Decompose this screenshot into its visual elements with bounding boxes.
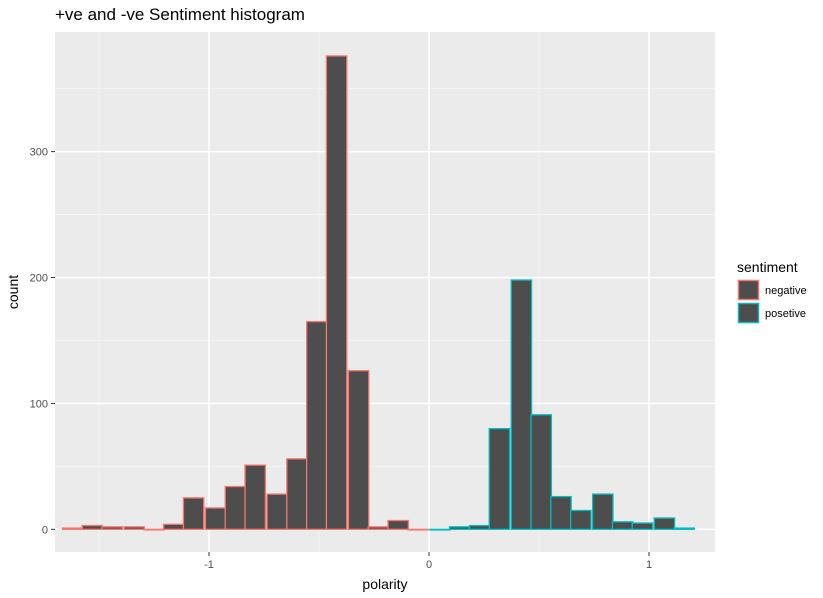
legend-label: negative xyxy=(765,285,807,297)
histogram-bar-negative xyxy=(325,55,348,530)
histogram-bar-posetive xyxy=(429,528,451,531)
histogram-bar-negative xyxy=(367,526,390,530)
histogram-bar-posetive xyxy=(550,495,572,530)
x-tick-label: 0 xyxy=(426,559,432,571)
histogram-bar-negative xyxy=(182,497,205,530)
y-axis-title: count xyxy=(5,275,21,309)
histogram-bar-negative xyxy=(286,458,308,530)
histogram-bar-negative xyxy=(387,519,410,530)
histogram-bar-posetive xyxy=(510,279,533,530)
y-tick-label: 300 xyxy=(30,147,48,159)
histogram-bar-negative xyxy=(244,464,267,530)
histogram-bar-posetive xyxy=(468,524,491,530)
histogram-bar-posetive xyxy=(569,509,592,530)
histogram-bar-negative xyxy=(266,493,289,530)
histogram-bar-negative xyxy=(204,507,227,530)
histogram-bar-posetive xyxy=(591,493,614,530)
histogram-bar-posetive xyxy=(611,521,634,530)
legend-items: negative posetive xyxy=(737,279,807,324)
histogram-bar-negative xyxy=(101,526,124,530)
y-tick-label: 200 xyxy=(30,273,48,285)
x-axis-ticks: -1 0 1 xyxy=(204,552,652,571)
chart-title: +ve and -ve Sentiment histogram xyxy=(55,5,305,24)
histogram-bar-posetive xyxy=(631,522,654,530)
y-tick-label: 100 xyxy=(30,398,48,410)
legend-swatch-posetive xyxy=(737,302,760,324)
legend-swatch-negative xyxy=(737,279,760,301)
histogram-bar-posetive xyxy=(653,517,676,530)
y-axis-ticks: 0 100 200 300 xyxy=(30,147,55,536)
histogram-bar-posetive xyxy=(488,427,511,530)
histogram-bar-negative xyxy=(224,485,247,530)
y-tick-label: 0 xyxy=(42,524,48,536)
histogram-bar-negative xyxy=(123,526,146,530)
histogram-bar-negative xyxy=(81,524,104,530)
legend-title: sentiment xyxy=(737,259,798,275)
plot-panel xyxy=(55,32,715,552)
histogram-bar-negative xyxy=(61,527,84,530)
histogram-bar-negative xyxy=(143,528,165,531)
histogram-bar-negative xyxy=(347,370,370,530)
histogram-bar-negative xyxy=(407,528,429,531)
x-axis-title: polarity xyxy=(362,576,407,592)
bars xyxy=(61,55,696,531)
x-tick-label: 1 xyxy=(646,559,652,571)
legend: sentiment negative posetive xyxy=(737,259,807,324)
x-tick-label: -1 xyxy=(204,559,214,571)
histogram-bar-negative xyxy=(305,320,328,530)
histogram-bar-negative xyxy=(162,523,185,530)
histogram-bar-posetive xyxy=(448,526,471,530)
legend-label: posetive xyxy=(765,308,806,320)
histogram-bar-posetive xyxy=(673,527,696,530)
histogram-bar-posetive xyxy=(530,414,553,530)
